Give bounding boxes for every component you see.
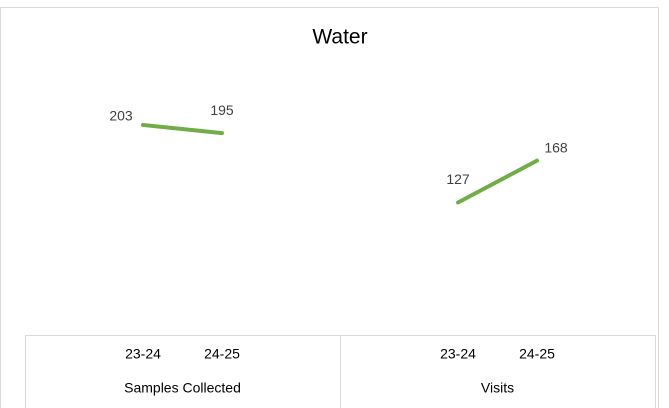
x-tick-label: 23-24 [125,346,161,362]
x-tick-label: 24-25 [519,346,555,362]
chart-title: Water [312,26,367,49]
chart-border [0,7,659,408]
data-line [456,158,539,205]
data-label: 168 [544,139,568,155]
data-label: 127 [446,171,470,187]
group-label: Samples Collected [124,380,241,396]
data-label: 203 [109,108,133,124]
group-label: Visits [481,380,514,396]
data-label: 195 [210,102,234,118]
x-tick-label: 23-24 [440,346,476,362]
x-tick-label: 24-25 [204,346,240,362]
data-line [141,122,224,136]
